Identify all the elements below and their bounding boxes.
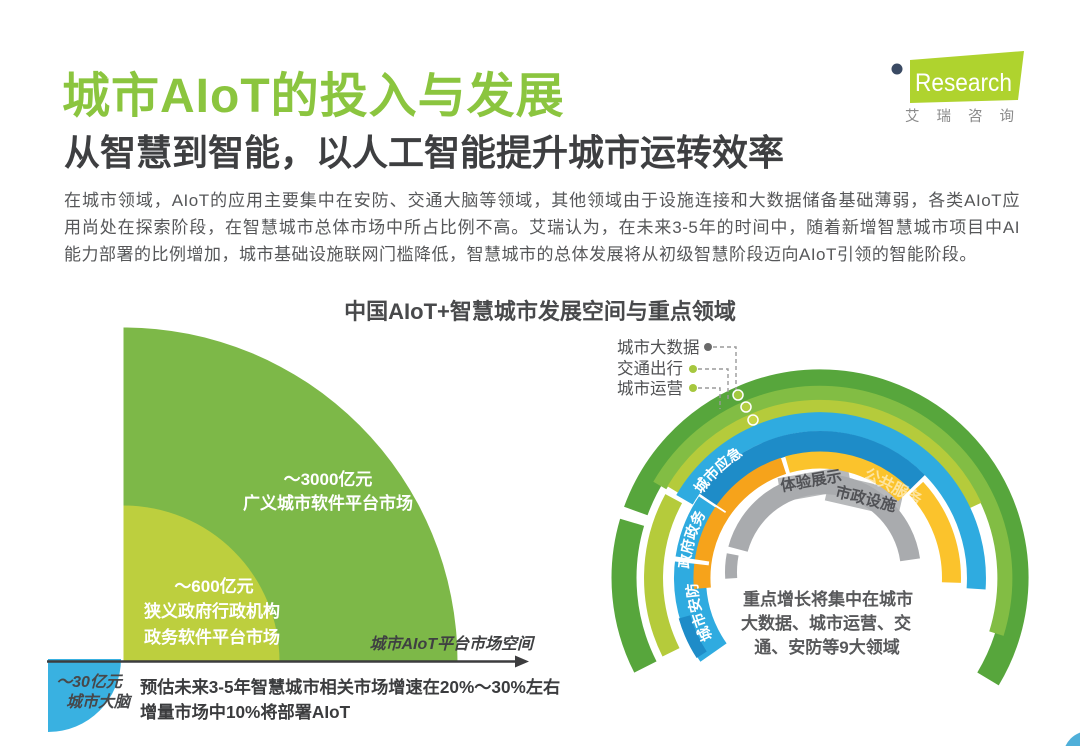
svg-text:增量市场中10%将部署AIoT: 增量市场中10%将部署AIoT xyxy=(140,702,351,722)
svg-text:通、安防等9大领域: 通、安防等9大领域 xyxy=(754,637,899,657)
svg-text:～600亿元: ～600亿元 xyxy=(174,576,253,596)
svg-text:～30亿元: ～30亿元 xyxy=(56,673,124,691)
svg-text:大数据、城市运营、交: 大数据、城市运营、交 xyxy=(741,613,911,633)
svg-text:～3000亿元: ～3000亿元 xyxy=(284,469,373,489)
svg-text:城市AIoT平台市场空间: 城市AIoT平台市场空间 xyxy=(369,635,536,653)
svg-text:预估未来3-5年智慧城市相关市场增速在20%～30%左右: 预估未来3-5年智慧城市相关市场增速在20%～30%左右 xyxy=(140,677,560,697)
svg-text:交通出行: 交通出行 xyxy=(617,359,683,378)
svg-text:狭义政府行政机构: 狭义政府行政机构 xyxy=(143,601,280,621)
svg-text:艾瑞咨询: 艾瑞咨询 xyxy=(905,108,1031,125)
svg-text:政务软件平台市场: 政务软件平台市场 xyxy=(144,627,280,647)
svg-text:广义城市软件平台市场: 广义城市软件平台市场 xyxy=(243,493,413,513)
svg-text:Research: Research xyxy=(915,69,1012,97)
svg-text:城市大脑: 城市大脑 xyxy=(66,693,133,711)
svg-text:城市大数据: 城市大数据 xyxy=(617,338,700,357)
svg-text:城市运营: 城市运营 xyxy=(617,379,683,398)
svg-text:重点增长将集中在城市: 重点增长将集中在城市 xyxy=(743,589,913,609)
